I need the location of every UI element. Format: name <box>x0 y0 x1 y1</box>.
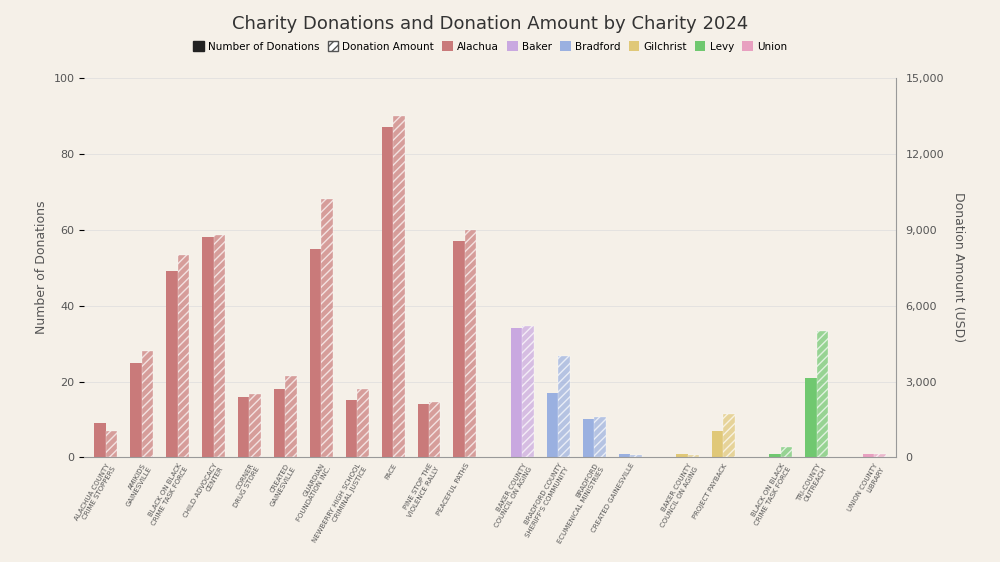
Title: Charity Donations and Donation Amount by Charity 2024: Charity Donations and Donation Amount by… <box>232 15 748 33</box>
Bar <box>723 414 735 457</box>
Bar <box>688 455 699 457</box>
Bar <box>805 378 817 457</box>
Bar <box>547 393 558 457</box>
Bar <box>769 454 781 457</box>
Bar <box>202 237 214 457</box>
Bar <box>274 389 285 457</box>
Y-axis label: Donation Amount (USD): Donation Amount (USD) <box>952 192 965 343</box>
Y-axis label: Number of Donations: Number of Donations <box>35 201 48 334</box>
Legend: Number of Donations, Donation Amount, Alachua, Baker, Bradford, Gilchrist, Levy,: Number of Donations, Donation Amount, Al… <box>189 37 791 56</box>
Bar <box>558 356 570 457</box>
Bar <box>249 394 261 457</box>
Bar <box>465 229 476 457</box>
Bar <box>874 454 886 457</box>
Bar <box>594 417 606 457</box>
Bar <box>583 419 594 457</box>
Bar <box>346 401 357 457</box>
Bar <box>238 397 249 457</box>
Bar <box>382 127 393 457</box>
Bar <box>310 248 321 457</box>
Bar <box>676 454 688 457</box>
Bar <box>94 423 106 457</box>
Bar <box>418 404 429 457</box>
Bar <box>511 328 522 457</box>
Bar <box>166 271 178 457</box>
Bar <box>781 447 792 457</box>
Bar <box>817 331 828 457</box>
Bar <box>142 351 153 457</box>
Bar <box>357 389 369 457</box>
Bar <box>619 454 630 457</box>
Bar <box>178 255 189 457</box>
Bar <box>214 234 225 457</box>
Bar <box>393 116 405 457</box>
Bar <box>712 431 723 457</box>
Bar <box>130 362 142 457</box>
Bar <box>321 199 333 457</box>
Bar <box>429 402 440 457</box>
Bar <box>106 431 117 457</box>
Bar <box>630 455 642 457</box>
Bar <box>863 454 874 457</box>
Bar <box>453 241 465 457</box>
Bar <box>522 326 534 457</box>
Bar <box>285 377 297 457</box>
